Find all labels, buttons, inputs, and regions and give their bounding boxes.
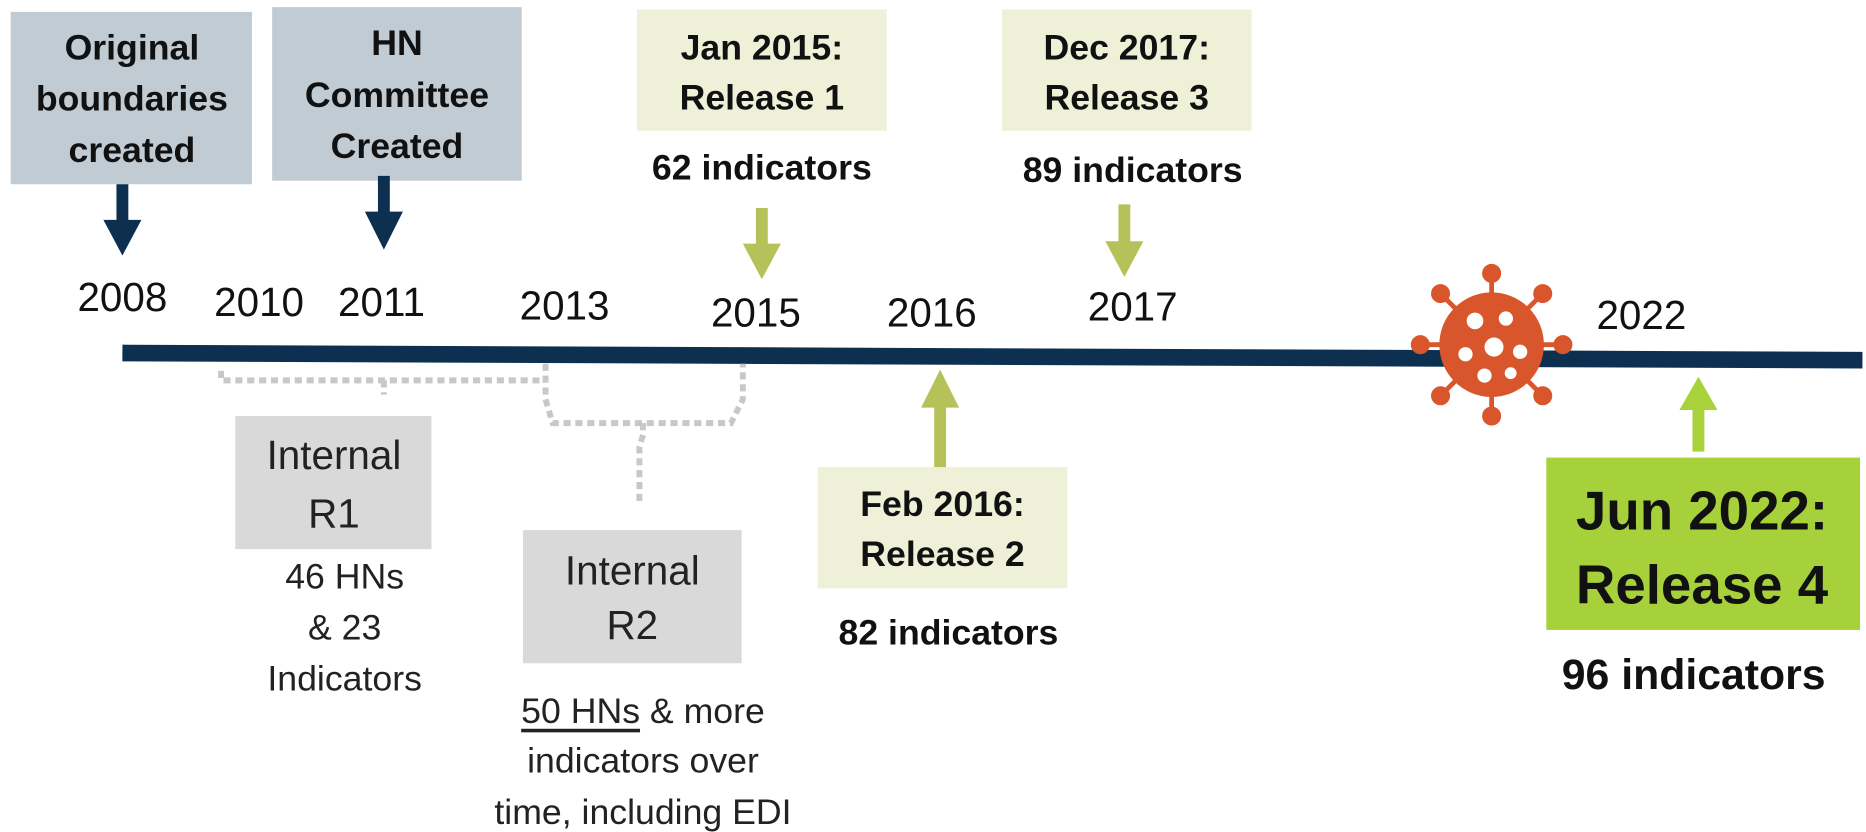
- milestone-text: HN: [371, 23, 422, 63]
- milestone-box: [10, 11, 252, 185]
- milestone-text: Created: [331, 126, 464, 166]
- internal-text: Internal: [267, 432, 402, 478]
- milestone-note: 89 indicators: [1023, 150, 1243, 190]
- milestone-text: Release 4: [1576, 554, 1829, 615]
- arrow: [1105, 204, 1144, 277]
- milestone-note: 96 indicators: [1562, 651, 1826, 699]
- internal-box: [235, 416, 432, 550]
- year: 2010: [214, 279, 304, 325]
- milestone-box: [1546, 457, 1861, 630]
- internal-note: time, including EDI: [494, 792, 791, 832]
- year: 2013: [520, 282, 610, 328]
- milestone-text: Dec 2017:: [1044, 28, 1210, 68]
- internal-note: 46 HNs: [285, 556, 404, 596]
- arrow: [921, 369, 960, 474]
- internal-note: Indicators: [267, 659, 422, 699]
- milestone-box: [637, 9, 887, 131]
- bracket: [542, 363, 746, 502]
- milestone-note: 62 indicators: [652, 148, 872, 188]
- arrow: [1679, 376, 1718, 452]
- note-part: & more: [650, 691, 765, 731]
- milestone-text: Committee: [305, 75, 489, 115]
- year: 2017: [1088, 284, 1178, 330]
- internal-text: Internal: [565, 548, 700, 594]
- internal-note: 50 HNs & more: [521, 691, 765, 731]
- internal-text: R1: [308, 490, 360, 536]
- milestone-box: [817, 467, 1068, 589]
- arrow: [103, 184, 142, 256]
- underlined-note: 50 HNs: [521, 691, 640, 731]
- internal-note: indicators over: [527, 741, 759, 781]
- milestone-box: [1001, 9, 1252, 131]
- arrow: [364, 175, 403, 250]
- milestone-note: 82 indicators: [839, 612, 1059, 652]
- bracket: [218, 370, 545, 395]
- milestone-text: Feb 2016:: [860, 484, 1024, 524]
- milestone-text: Release 2: [860, 534, 1024, 574]
- milestone-text: Jun 2022:: [1576, 481, 1828, 542]
- milestone-text: Release 3: [1044, 77, 1208, 117]
- milestone-box: [272, 7, 522, 181]
- milestone-text: Release 1: [680, 77, 844, 117]
- year: 2015: [711, 290, 801, 336]
- milestone-text: Jan 2015:: [681, 28, 843, 68]
- internal-note: & 23: [308, 608, 381, 648]
- arrow: [742, 208, 781, 280]
- year: 2011: [338, 279, 425, 325]
- year: 2008: [77, 274, 167, 320]
- internal-box: [522, 530, 742, 664]
- milestone-text: boundaries: [36, 79, 228, 119]
- year: 2022: [1596, 292, 1686, 338]
- milestone-text: created: [69, 130, 196, 170]
- timeline-axis: [122, 344, 1863, 369]
- year: 2016: [887, 290, 977, 336]
- internal-text: R2: [606, 602, 658, 648]
- virus-icon: [1410, 263, 1573, 426]
- milestone-text: Original: [65, 28, 200, 68]
